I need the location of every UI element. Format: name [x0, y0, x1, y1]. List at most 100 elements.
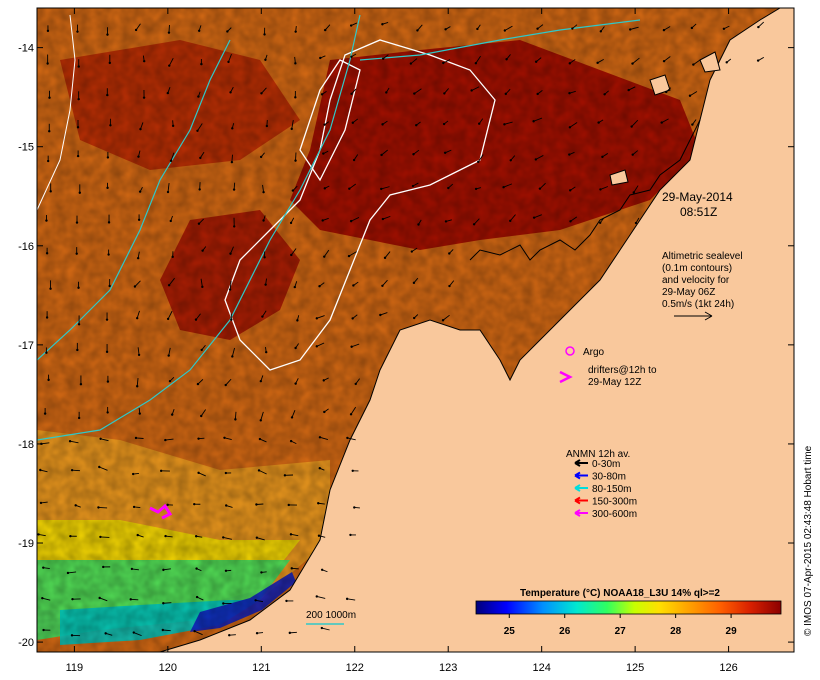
- velocity-arrow-head: [76, 348, 79, 352]
- velocity-arrow: [316, 315, 325, 319]
- colorbar-gradient: [475, 600, 782, 615]
- velocity-arrow-head: [412, 281, 416, 285]
- land-mass: [159, 8, 794, 652]
- velocity-arrow-head: [264, 283, 267, 286]
- velocity-arrow-head: [159, 469, 163, 473]
- velocity-arrow: [255, 599, 264, 603]
- lat-tick-label: -20: [18, 637, 34, 649]
- velocity-arrow: [471, 86, 480, 91]
- velocity-arrow: [347, 598, 356, 601]
- velocity-arrow: [533, 214, 542, 219]
- velocity-arrow-head: [107, 253, 110, 256]
- anmn-label: 80-150m: [592, 484, 631, 495]
- velocity-arrow-head: [691, 123, 694, 126]
- velocity-arrow: [475, 55, 481, 64]
- velocity-arrow-head: [381, 217, 385, 221]
- velocity-arrow: [197, 123, 203, 132]
- velocity-arrow: [100, 438, 109, 442]
- velocity-arrow: [135, 23, 141, 31]
- velocity-arrow-head: [228, 634, 231, 637]
- velocity-arrow-head: [296, 319, 299, 322]
- drifters-line-2: 29-May 12Z: [588, 377, 641, 388]
- velocity-arrow-head: [289, 439, 293, 443]
- velocity-arrow-head: [318, 467, 321, 470]
- velocity-arrow-head: [350, 92, 353, 96]
- velocity-arrow-head: [444, 28, 447, 31]
- velocity-arrow: [194, 630, 203, 636]
- velocity-arrow: [382, 215, 391, 220]
- velocity-arrow-head: [474, 62, 478, 65]
- velocity-arrow: [689, 91, 698, 97]
- velocity-arrow-head: [265, 124, 269, 128]
- anmn-label: 0-30m: [592, 459, 620, 470]
- velocity-arrow-head: [224, 504, 228, 507]
- velocity-arrow-head: [321, 219, 324, 222]
- velocity-arrow-head: [193, 502, 196, 506]
- velocity-arrow-head: [631, 62, 634, 65]
- velocity-arrow: [69, 440, 79, 444]
- velocity-arrow: [347, 437, 356, 441]
- velocity-arrow-head: [262, 219, 265, 222]
- velocity-arrow-head: [477, 160, 480, 164]
- colorbar: Temperature (°C) NOAA18_L3U 14% ql>=2 25…: [475, 588, 782, 637]
- velocity-arrow-head: [130, 567, 134, 571]
- velocity-arrow-head: [665, 90, 668, 94]
- velocity-arrow: [631, 119, 639, 127]
- velocity-arrow-head: [229, 91, 232, 94]
- velocity-arrow: [99, 466, 108, 471]
- velocity-arrow-head: [102, 565, 105, 569]
- velocity-arrow-head: [259, 419, 262, 422]
- velocity-arrow: [168, 57, 174, 66]
- velocity-arrow-head: [70, 634, 74, 637]
- velocity-arrow-head: [289, 533, 293, 536]
- velocity-arrow-head: [161, 628, 165, 632]
- velocity-arrow-head: [104, 632, 107, 635]
- velocity-arrow-head: [99, 535, 102, 539]
- velocity-arrow-head: [417, 223, 420, 226]
- velocity-arrow-head: [99, 437, 102, 440]
- velocity-arrow: [225, 378, 232, 386]
- velocity-arrow-head: [70, 468, 74, 472]
- velocity-arrow-head: [260, 571, 263, 574]
- velocity-arrow: [410, 58, 418, 64]
- velocity-arrow-head: [133, 285, 137, 288]
- velocity-arrow: [569, 122, 578, 128]
- velocity-arrow-head: [318, 284, 321, 288]
- velocity-arrow-head: [472, 223, 476, 226]
- velocity-arrow-head: [197, 437, 200, 440]
- velocity-arrow-head: [442, 122, 446, 126]
- credit-label: © IMOS 07-Apr-2015 02:43:48 Hobart time: [803, 445, 814, 636]
- velocity-arrow-head: [37, 533, 40, 536]
- velocity-arrow-head: [322, 379, 325, 382]
- velocity-arrow-head: [136, 385, 139, 388]
- velocity-arrow: [443, 59, 451, 64]
- velocity-arrow: [382, 279, 388, 287]
- lon-tick-label: 126: [719, 662, 737, 674]
- argo-legend: Argo drifters@12h to 29-May 12Z: [559, 346, 657, 388]
- anmn-swatch-head: [574, 509, 581, 517]
- velocity-arrow-head: [45, 252, 49, 255]
- velocity-arrow: [442, 314, 450, 321]
- velocity-arrow-head: [167, 284, 171, 287]
- velocity-arrow: [663, 56, 671, 62]
- velocity-arrow-head: [224, 471, 228, 475]
- colorbar-title: Temperature (°C) NOAA18_L3U 14% ql>=2: [520, 588, 720, 599]
- velocity-arrow: [417, 24, 423, 31]
- velocity-arrow-head: [349, 533, 352, 537]
- velocity-arrow-head: [142, 96, 146, 99]
- sealevel-contour-west: [37, 14, 76, 211]
- velocity-arrow-head: [167, 31, 171, 34]
- alt-line-1: Altimetric sealevel: [662, 251, 743, 262]
- velocity-arrow-head: [68, 440, 72, 443]
- alt-line-2: (0.1m contours): [662, 263, 732, 274]
- velocity-arrow-head: [350, 345, 353, 348]
- velocity-arrow-head: [97, 506, 100, 509]
- velocity-arrow: [349, 183, 357, 190]
- velocity-arrow-head: [380, 153, 383, 157]
- velocity-arrow-head: [320, 93, 324, 96]
- velocity-arrow: [661, 118, 669, 123]
- lon-tick-label: 120: [159, 662, 177, 674]
- velocity-arrow-head: [137, 155, 140, 158]
- velocity-arrow-head: [229, 252, 232, 255]
